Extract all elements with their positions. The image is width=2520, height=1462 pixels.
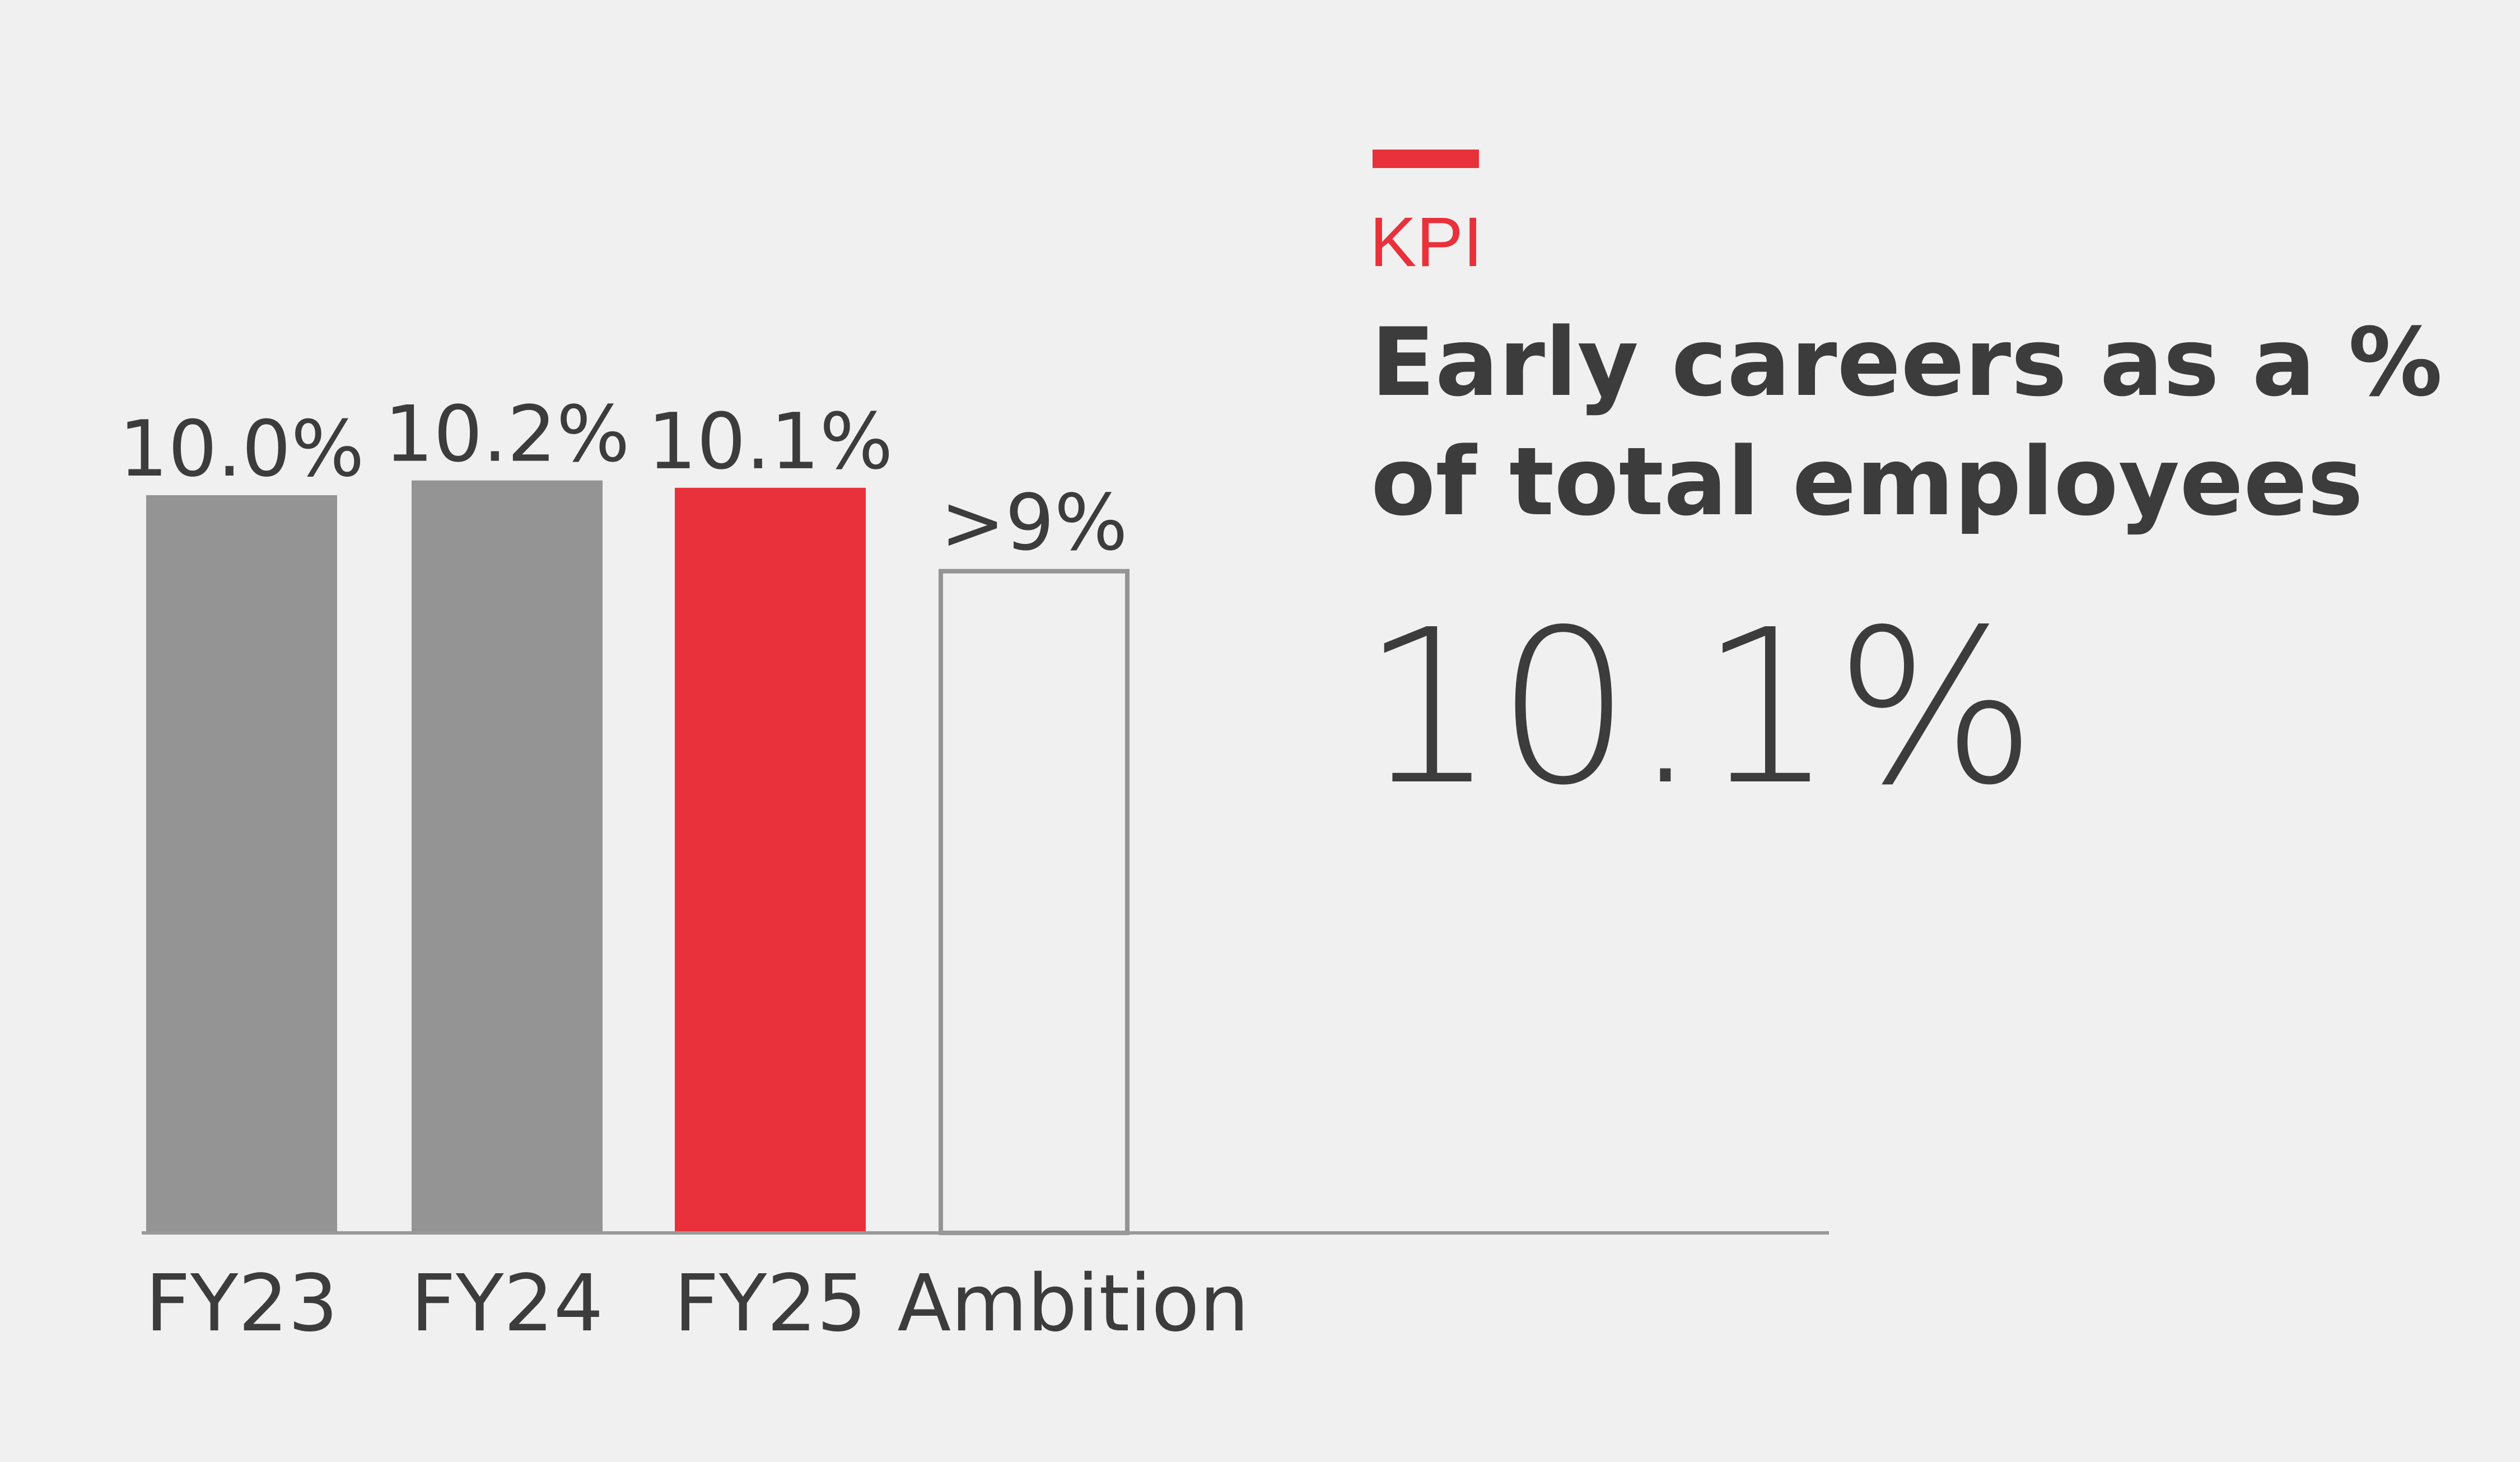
data-label-fy24: 10.2% [384,389,629,479]
category-label-ambition: Ambition [897,1258,1249,1349]
kpi-title-line2: of total employees [1371,427,2363,537]
bar-fy25 [675,487,866,1233]
data-label-fy25: 10.1% [647,397,893,487]
kpi-title-line1: Early careers as a % [1371,308,2443,417]
category-label-fy24: FY24 [410,1258,603,1349]
category-label-fy23: FY23 [145,1258,338,1349]
kpi-accent-bar [1373,150,1479,168]
bar-fy24 [412,480,603,1233]
bar-fy23 [146,495,337,1233]
headline-value: 10.1% [1361,584,2037,832]
kpi-label: KPI [1370,203,1482,281]
bars [146,480,1130,1236]
data-label-ambition: >9% [940,478,1128,568]
data-label-fy23: 10.0% [119,404,364,494]
category-label-fy25: FY25 [674,1258,866,1349]
